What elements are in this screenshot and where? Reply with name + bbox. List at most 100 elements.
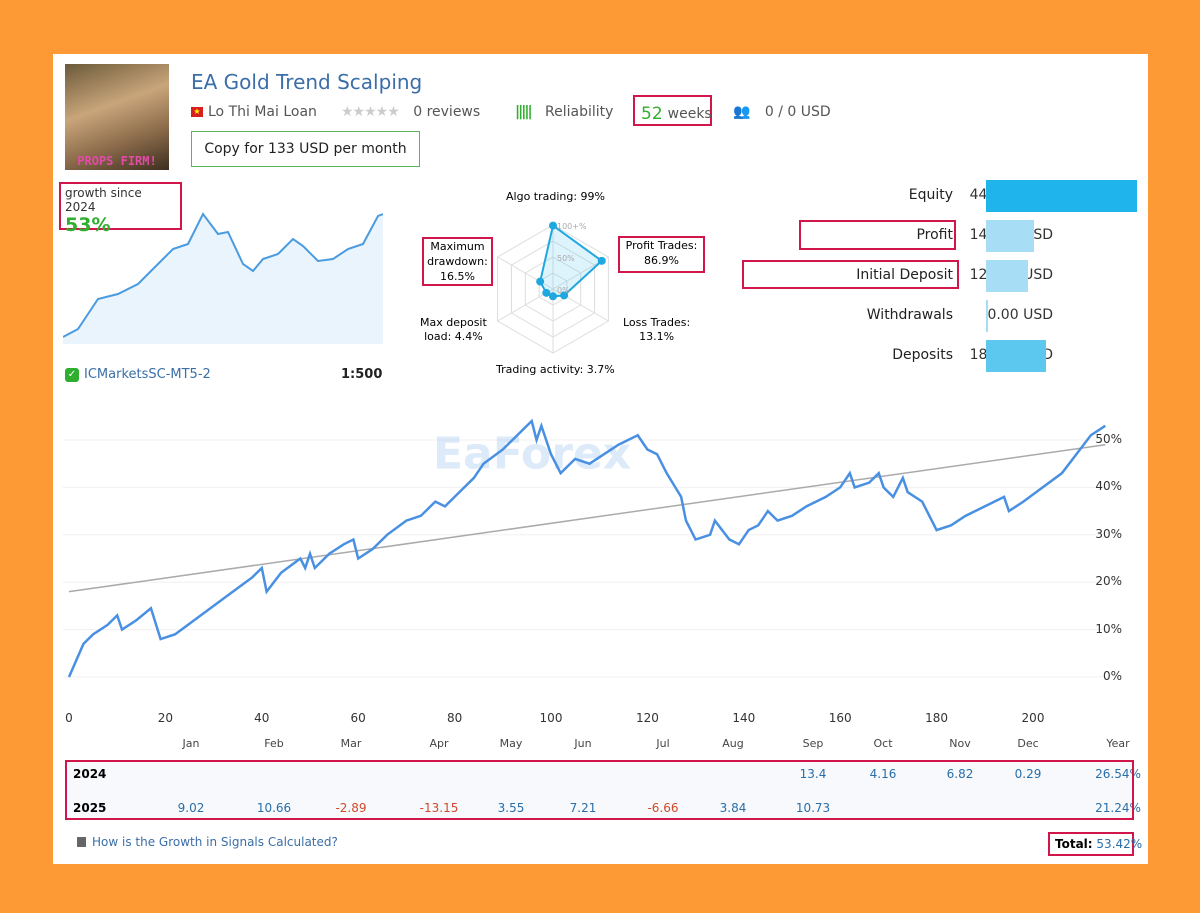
month-label: Sep: [802, 737, 824, 750]
month-return-cell: 21.24%: [1095, 801, 1141, 815]
month-label: May: [499, 737, 523, 750]
x-tick-label: 160: [828, 711, 852, 725]
stat-bar: [986, 220, 1035, 252]
radar-profit-label: Profit Trades: 86.9%: [618, 236, 705, 273]
month-label: Dec: [1017, 737, 1039, 750]
radar-deposit-load-label: Max deposit load: 4.4%: [420, 316, 487, 343]
trend-line: [68, 443, 1106, 593]
radar-point: [560, 291, 569, 300]
watermark-text: EaForex: [433, 428, 631, 479]
x-tick-label: 0: [65, 711, 73, 725]
radar-drawdown-label: Maximum drawdown: 16.5%: [422, 237, 493, 286]
month-label: Oct: [873, 737, 893, 750]
radar-activity-label: Trading activity: 3.7%: [496, 363, 615, 376]
month-return-cell: 7.21: [569, 801, 597, 815]
stat-value: 0.00 USD: [987, 307, 1053, 323]
radar-point: [549, 221, 557, 230]
y-tick-label: 40%: [1095, 479, 1122, 494]
x-tick-label: 80: [446, 711, 463, 725]
stat-label: Equity: [908, 187, 953, 203]
deposit-highlight: [742, 260, 959, 289]
profit-highlight: [799, 220, 956, 250]
month-return-cell: 4.16: [869, 767, 897, 781]
users-icon: 👥: [733, 104, 751, 120]
reliability-bars-icon: |||||: [515, 104, 533, 120]
leverage: 1:500: [341, 367, 383, 382]
radar-scale-label: 50%: [557, 254, 575, 263]
broker-link[interactable]: ✓ ICMarketsSC-MT5-2: [65, 367, 211, 382]
month-label: Nov: [949, 737, 971, 750]
month-return-cell: 6.82: [946, 767, 974, 781]
y-tick-label: 0%: [1102, 669, 1122, 683]
radar-chart: 100+% 50% 0%: [497, 221, 609, 354]
total-box: Total: 53.42%: [1048, 832, 1142, 856]
signal-avatar: PROPS FIRM!: [65, 64, 169, 170]
help-link[interactable]: How is the Growth in Signals Calculated?: [77, 835, 338, 849]
radar-scale-label: 100+%: [557, 222, 587, 231]
month-return-cell: -13.15: [419, 801, 459, 815]
radar-point: [542, 288, 551, 297]
month-return-cell: 26.54%: [1095, 767, 1141, 781]
x-tick-label: 40: [254, 711, 270, 725]
radar-axis: [497, 256, 554, 290]
radar-point: [536, 277, 545, 286]
stat-label: Profit: [916, 227, 953, 243]
y-tick-label: 30%: [1095, 526, 1122, 541]
radar-scale-label: 0%: [557, 286, 570, 295]
subscribers: 👥 0 / 0 USD: [733, 104, 831, 120]
month-label: Year: [1106, 737, 1130, 750]
copy-button[interactable]: Copy for 133 USD per month: [191, 131, 420, 167]
weeks-box: [633, 95, 712, 126]
month-return-cell: 10.66: [256, 801, 292, 815]
stat-label: Initial Deposit: [856, 267, 953, 283]
x-tick-label: 100: [539, 711, 563, 725]
month-label: Feb: [264, 737, 284, 750]
growth-sparkline: [63, 212, 383, 344]
month-label: Jun: [574, 737, 592, 750]
stat-row: Withdrawals 0.00 USD: [793, 295, 1053, 335]
radar-algo-label: Algo trading: 99%: [506, 190, 606, 203]
stars-icon: ★★★★★: [341, 104, 400, 120]
month-label: Apr: [429, 737, 449, 750]
monthly-table: 2024 13.4 4.16 6.82 0.29 26.54% 2025 9.02 10.66 -…: [67, 762, 1141, 820]
month-label: Mar: [340, 737, 362, 750]
month-label: Jan: [182, 737, 200, 750]
month-return-cell: 10.73: [795, 801, 831, 815]
month-return-cell: 13.4: [799, 767, 827, 781]
stat-bar: [986, 180, 1137, 212]
table-highlight: [65, 760, 1134, 820]
month-label: Aug: [722, 737, 744, 750]
shield-check-icon: ✓: [65, 367, 79, 382]
month-return-cell: 3.55: [497, 801, 525, 815]
growth-series-line: [67, 418, 1106, 678]
month-return-cell: -2.89: [335, 801, 367, 815]
stat-bar: [986, 260, 1029, 292]
reviews[interactable]: ★★★★★ 0 reviews: [341, 104, 481, 120]
month-return-cell: 0.29: [1014, 767, 1042, 781]
x-tick-label: 20: [157, 711, 174, 725]
growth-box: growth since 2024 53%: [59, 182, 182, 236]
author[interactable]: ★ Lo Thi Mai Loan: [191, 104, 317, 120]
month-return-cell: -6.66: [647, 801, 679, 815]
month-return-cell: 9.02: [177, 801, 205, 815]
signal-title[interactable]: EA Gold Trend Scalping: [191, 70, 423, 94]
radar-loss-label: Loss Trades: 13.1%: [623, 316, 691, 343]
x-tick-label: 120: [635, 711, 659, 725]
reliability: ||||| Reliability: [515, 104, 614, 120]
year-label: 2025: [73, 801, 107, 815]
x-tick-label: 140: [732, 711, 756, 725]
vietnam-flag-icon: ★: [191, 107, 203, 117]
y-tick-label: 10%: [1095, 621, 1122, 636]
stat-bar: [986, 300, 988, 332]
x-tick-label: 60: [350, 711, 366, 725]
x-tick-label: 200: [1021, 711, 1045, 725]
growth-chart: EaForex: [63, 418, 1106, 678]
year-label: 2024: [73, 767, 107, 781]
calculator-icon: [77, 837, 86, 847]
radar-point: [549, 292, 557, 301]
stat-bar: [986, 340, 1047, 372]
y-tick-label: 20%: [1095, 574, 1122, 589]
stat-label: Withdrawals: [866, 307, 953, 323]
growth-label: growth since 2024: [65, 186, 142, 214]
x-tick-label: 180: [925, 711, 949, 725]
